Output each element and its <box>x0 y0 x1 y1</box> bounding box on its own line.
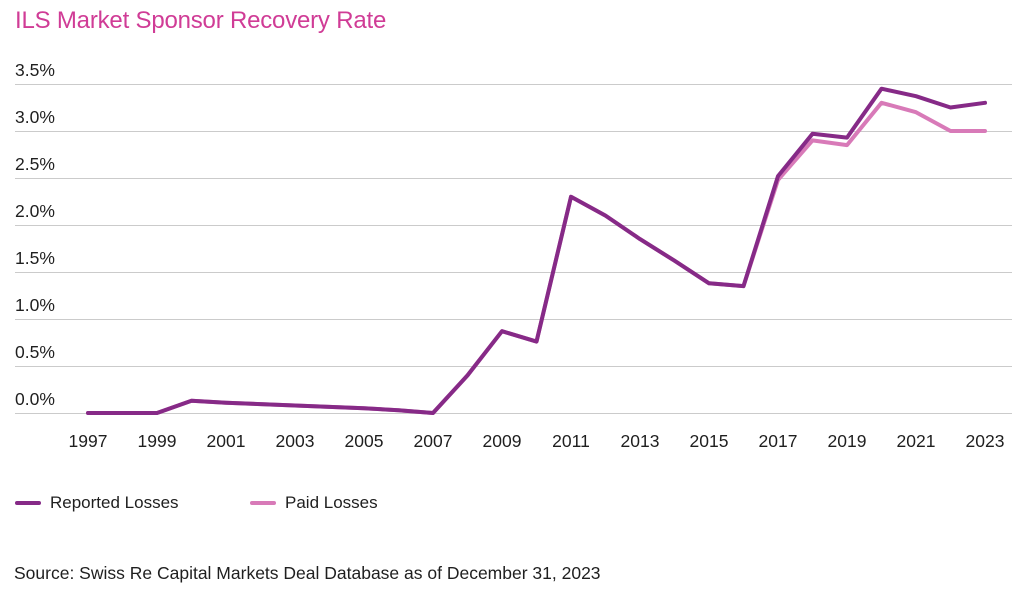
y-tick-label: 0.5% <box>15 342 55 362</box>
legend-swatch-reported-losses <box>15 501 41 505</box>
x-tick-label: 1997 <box>69 431 108 451</box>
source-note: Source: Swiss Re Capital Markets Deal Da… <box>14 563 601 583</box>
y-tick-label: 3.0% <box>15 107 55 127</box>
y-tick-label: 2.5% <box>15 154 55 174</box>
y-tick-label: 3.5% <box>15 60 55 80</box>
chart-title: ILS Market Sponsor Recovery Rate <box>15 7 387 34</box>
y-tick-label: 1.5% <box>15 248 55 268</box>
x-tick-label: 2011 <box>552 431 590 451</box>
legend-label-reported-losses: Reported Losses <box>50 493 179 512</box>
x-tick-label: 2021 <box>897 431 936 451</box>
x-tick-label: 2001 <box>207 431 246 451</box>
x-tick-label: 2013 <box>621 431 660 451</box>
legend-label-paid-losses: Paid Losses <box>285 493 378 512</box>
x-tick-label: 2023 <box>966 431 1005 451</box>
x-tick-label: 2015 <box>690 431 729 451</box>
series-line-reported-losses <box>86 86 987 415</box>
y-tick-label: 2.0% <box>15 201 55 221</box>
legend-item-paid-losses: Paid Losses <box>250 492 378 514</box>
x-tick-label: 2019 <box>828 431 867 451</box>
x-tick-label: 2005 <box>345 431 384 451</box>
y-tick-label: 0.0% <box>15 389 55 409</box>
x-tick-label: 2007 <box>414 431 453 451</box>
x-tick-label: 2003 <box>276 431 315 451</box>
y-tick-label: 1.0% <box>15 295 55 315</box>
x-tick-label: 2017 <box>759 431 798 451</box>
legend-item-reported-losses: Reported Losses <box>15 492 179 514</box>
x-tick-label: 2009 <box>483 431 522 451</box>
x-tick-label: 1999 <box>138 431 177 451</box>
legend-swatch-paid-losses <box>250 501 276 505</box>
chart-legend: Reported Losses Paid Losses <box>0 492 1024 514</box>
